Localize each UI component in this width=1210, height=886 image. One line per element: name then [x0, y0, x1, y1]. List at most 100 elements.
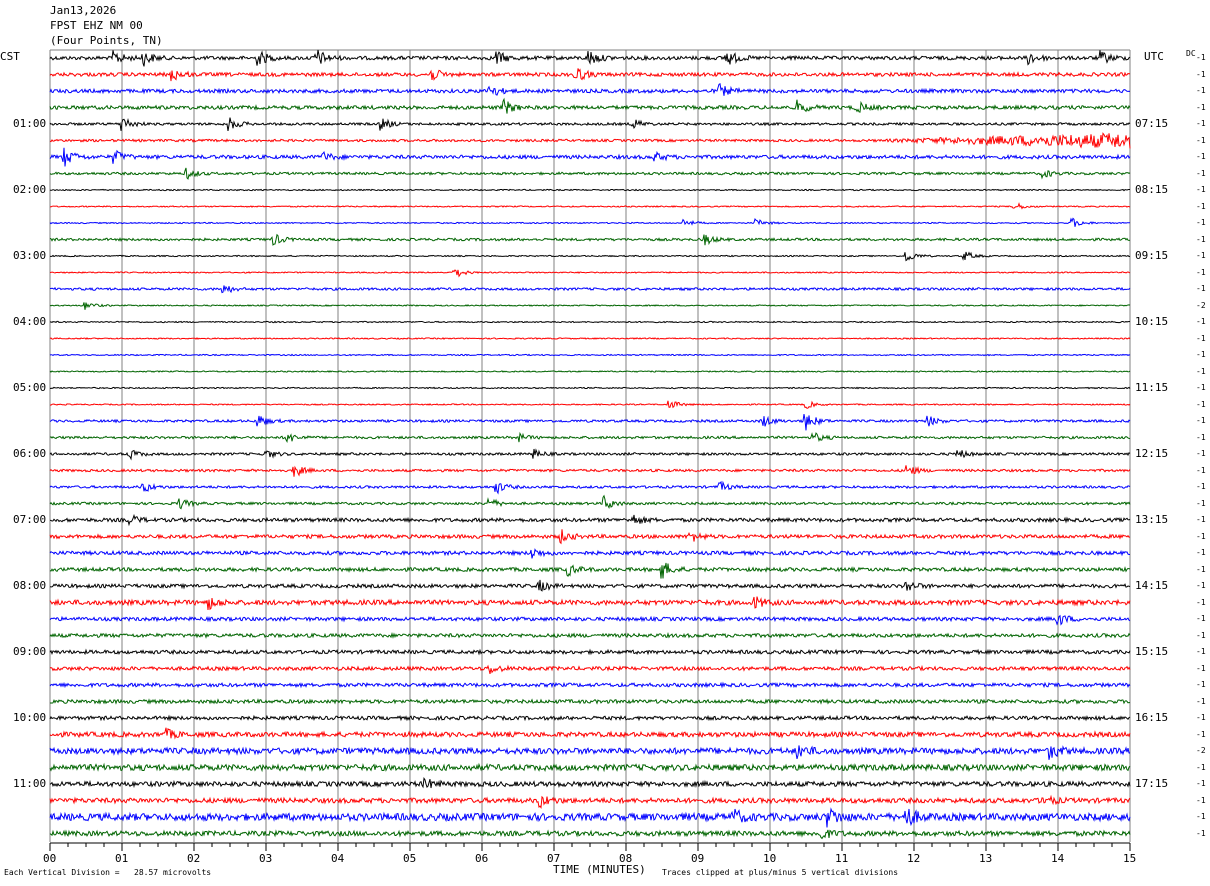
trace-row-46: [49, 807, 1131, 828]
dc-offset-value: -1: [1196, 119, 1206, 128]
dc-offset-value: -1: [1196, 449, 1206, 458]
trace-row-13: [49, 269, 1131, 278]
left-time-label: 10:00: [13, 711, 47, 724]
right-time-label: 13:15: [1135, 513, 1169, 526]
trace-row-45: [49, 794, 1131, 810]
trace-row-41: [49, 727, 1131, 740]
right-time-label: 14:15: [1135, 579, 1169, 592]
x-tick-label: 06: [475, 852, 489, 865]
x-tick-label: 08: [619, 852, 633, 865]
trace-row-25: [49, 465, 1131, 477]
trace-row-20: [49, 386, 1131, 390]
dc-offset-value: -1: [1196, 152, 1206, 161]
trace-row-27: [49, 494, 1131, 510]
dc-offset-value: -1: [1196, 185, 1206, 194]
trace-row-39: [49, 698, 1131, 705]
trace-row-14: [49, 285, 1131, 294]
left-time-label: 11:00: [13, 777, 47, 790]
dc-offset-value: -1: [1196, 482, 1206, 491]
right-time-label: 16:15: [1135, 711, 1169, 724]
dc-offset-value: -1: [1196, 201, 1206, 211]
x-tick-label: 15: [1123, 852, 1137, 865]
dc-offset-value: -2: [1196, 300, 1206, 310]
dc-offset-value: -1: [1196, 630, 1206, 640]
x-tick-label: 11: [835, 852, 849, 865]
dc-offset-value: -1: [1196, 531, 1206, 541]
left-time-label: 01:00: [13, 117, 47, 130]
seismic-traces: [49, 49, 1131, 840]
trace-row-43: [49, 762, 1131, 773]
left-time-label: 07:00: [13, 513, 47, 526]
dc-offset-value: -1: [1196, 432, 1206, 442]
x-tick-label: 03: [259, 852, 273, 865]
dc-offset-value: -1: [1196, 267, 1206, 277]
trace-row-1: [49, 68, 1131, 82]
dc-offset-value: -1: [1196, 350, 1206, 359]
trace-row-32: [49, 579, 1131, 592]
left-time-label: 09:00: [13, 645, 47, 658]
x-tick-label: 13: [979, 852, 993, 865]
plot-station: FPST EHZ NM 00: [50, 19, 143, 32]
x-tick-label: 01: [115, 852, 129, 865]
dc-offset-value: -1: [1196, 498, 1206, 508]
trace-row-4: [49, 117, 1131, 131]
dc-offset-value: -1: [1196, 102, 1206, 112]
right-time-label: 10:15: [1135, 315, 1169, 328]
trace-row-5: [49, 132, 1131, 149]
trace-row-44: [49, 777, 1131, 789]
dc-offset-value: -1: [1196, 399, 1206, 409]
right-time-label: 15:15: [1135, 645, 1169, 658]
trace-row-36: [49, 648, 1131, 656]
right-time-label: 12:15: [1135, 447, 1169, 460]
trace-row-37: [49, 664, 1131, 675]
dc-offset-header: DC: [1186, 49, 1196, 58]
dc-offset-value: -1: [1196, 795, 1206, 805]
right-time-label: 08:15: [1135, 183, 1169, 196]
dc-offset-value: -1: [1196, 647, 1206, 656]
x-tick-label: 07: [547, 852, 561, 865]
trace-row-7: [49, 167, 1131, 180]
trace-row-35: [49, 632, 1131, 639]
trace-row-12: [50, 251, 1131, 262]
dc-offset-value: -1: [1196, 515, 1206, 524]
dc-offset-value: -1: [1196, 762, 1206, 772]
trace-row-29: [49, 529, 1131, 545]
left-time-label: 04:00: [13, 315, 47, 328]
x-tick-label: 05: [403, 852, 417, 865]
plot-location: (Four Points, TN): [50, 34, 163, 47]
x-tick-label: 12: [907, 852, 921, 865]
left-time-label: 02:00: [13, 183, 47, 196]
trace-row-17: [49, 337, 1131, 340]
x-tick-label: 10: [763, 852, 777, 865]
x-tick-label: 14: [1051, 852, 1065, 865]
dc-offset-value: -1: [1196, 713, 1206, 722]
dc-offset-value: -2: [1196, 746, 1206, 755]
trace-row-47: [49, 829, 1131, 840]
dc-offset-value: -1: [1196, 366, 1206, 376]
dc-offset-value: -1: [1196, 779, 1206, 788]
trace-row-6: [49, 147, 1131, 167]
dc-offset-value: -1: [1196, 465, 1206, 475]
x-tick-label: 00: [43, 852, 57, 865]
trace-row-22: [49, 414, 1131, 431]
left-time-label: 05:00: [13, 381, 47, 394]
dc-offset-value: -1: [1196, 53, 1206, 62]
x-tick-label: 09: [691, 852, 705, 865]
x-axis-label: TIME (MINUTES): [553, 863, 646, 876]
trace-row-28: [50, 513, 1131, 527]
dc-offset-value: -1: [1196, 234, 1206, 244]
right-time-label: 11:15: [1135, 381, 1169, 394]
plot-date: Jan13,2026: [50, 4, 117, 17]
left-time-label: 03:00: [13, 249, 47, 262]
dc-offset-value: -1: [1196, 729, 1206, 739]
dc-offset-value: -1: [1196, 383, 1206, 392]
dc-offset-value: -1: [1196, 663, 1206, 673]
trace-row-10: [49, 217, 1131, 227]
left-time-label: 08:00: [13, 579, 47, 592]
dc-offset-value: -1: [1196, 680, 1206, 689]
dc-offset-value: -1: [1196, 548, 1206, 557]
left-time-label: 06:00: [13, 447, 47, 460]
dc-offset-value: -1: [1196, 597, 1206, 607]
dc-offset-value: -1: [1196, 317, 1206, 326]
dc-offset-value: -1: [1196, 284, 1206, 293]
